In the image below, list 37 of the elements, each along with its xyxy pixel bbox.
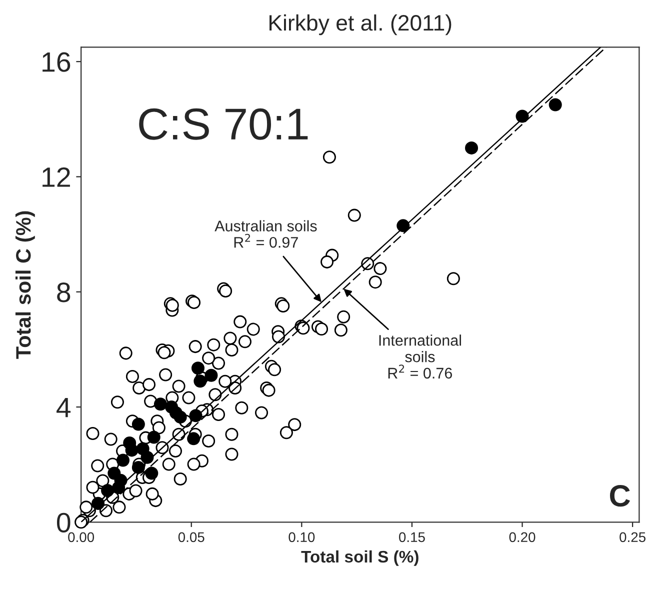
point [187, 432, 200, 446]
point [116, 454, 130, 467]
point [145, 466, 158, 480]
point [114, 474, 128, 487]
point [92, 496, 105, 510]
x-tick-label: 0.10 [288, 532, 315, 542]
x-tick-label: 0.15 [398, 532, 425, 542]
y-tick-label: 12 [42, 167, 70, 187]
x-axis-title: Total soil S (%) [301, 550, 418, 566]
point [132, 460, 145, 474]
y-tick-label: 16 [42, 52, 70, 72]
x-tick-label: 0.20 [509, 532, 536, 542]
annotation: C [610, 484, 630, 507]
point [191, 362, 204, 375]
point [136, 442, 150, 456]
point [101, 484, 114, 497]
x-tick-label: 0.05 [178, 532, 204, 542]
point [123, 436, 136, 450]
annotation: C:S 70:1 [139, 108, 308, 140]
y-axis-title: Total soil C (%) [15, 211, 35, 359]
x-tick-label: 0.00 [68, 532, 94, 542]
point [174, 410, 187, 424]
y-tick-label: 4 [56, 398, 71, 418]
point [165, 400, 178, 414]
x-tick-label: 0.25 [620, 532, 646, 542]
y-tick-label: 8 [57, 282, 70, 302]
point [147, 430, 160, 444]
point [132, 418, 145, 431]
point [548, 98, 562, 112]
annotation: Australian soils R$^{2}$ = 0.97 [214, 220, 317, 248]
point [465, 141, 478, 154]
point [194, 374, 207, 388]
point [154, 398, 167, 411]
point [204, 368, 218, 382]
annotation: International soils R$^{2}$ = 0.76 [379, 334, 461, 379]
chart-title: Kirkby et al. (2011) [270, 14, 452, 36]
y-tick-label: 0 [56, 512, 70, 532]
